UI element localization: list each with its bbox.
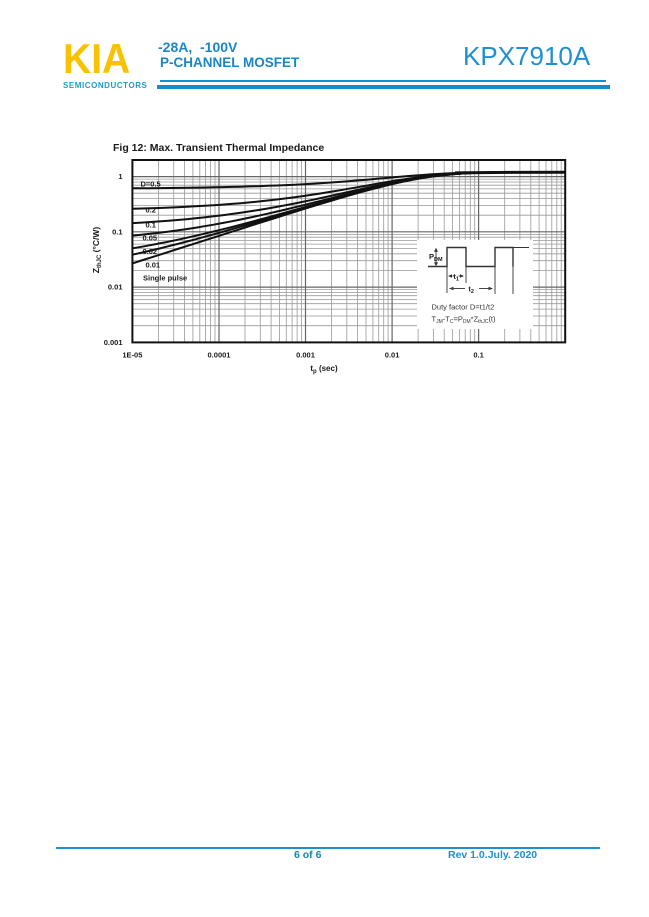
svg-text:TJM-TC=PDM*ZthJC(t): TJM-TC=PDM*ZthJC(t) xyxy=(432,315,497,326)
svg-text:0.001: 0.001 xyxy=(296,351,315,360)
svg-text:t2: t2 xyxy=(469,287,474,296)
svg-text:Duty factor D=t1/t2: Duty factor D=t1/t2 xyxy=(432,303,495,312)
svg-text:0.05: 0.05 xyxy=(143,234,158,243)
svg-text:0.02: 0.02 xyxy=(143,247,158,256)
svg-text:t1: t1 xyxy=(454,274,459,283)
svg-text:0.001: 0.001 xyxy=(104,338,123,347)
svg-text:0.0001: 0.0001 xyxy=(208,351,231,360)
svg-text:1: 1 xyxy=(118,172,122,181)
svg-text:PDM: PDM xyxy=(429,252,443,263)
svg-text:0.01: 0.01 xyxy=(146,261,161,270)
svg-text:0.01: 0.01 xyxy=(385,351,400,360)
svg-text:0.2: 0.2 xyxy=(146,206,156,215)
svg-text:0.1: 0.1 xyxy=(146,221,156,230)
svg-text:0.1: 0.1 xyxy=(473,351,483,360)
svg-text:0.01: 0.01 xyxy=(108,283,123,292)
svg-text:0.1: 0.1 xyxy=(112,227,122,236)
svg-text:1E-05: 1E-05 xyxy=(122,351,142,360)
svg-text:Single pulse: Single pulse xyxy=(143,274,187,283)
svg-text:D=0.5: D=0.5 xyxy=(141,180,161,189)
svg-text:tp (sec): tp (sec) xyxy=(310,364,338,375)
svg-text:ZthJC (°C/W): ZthJC (°C/W) xyxy=(91,227,103,274)
